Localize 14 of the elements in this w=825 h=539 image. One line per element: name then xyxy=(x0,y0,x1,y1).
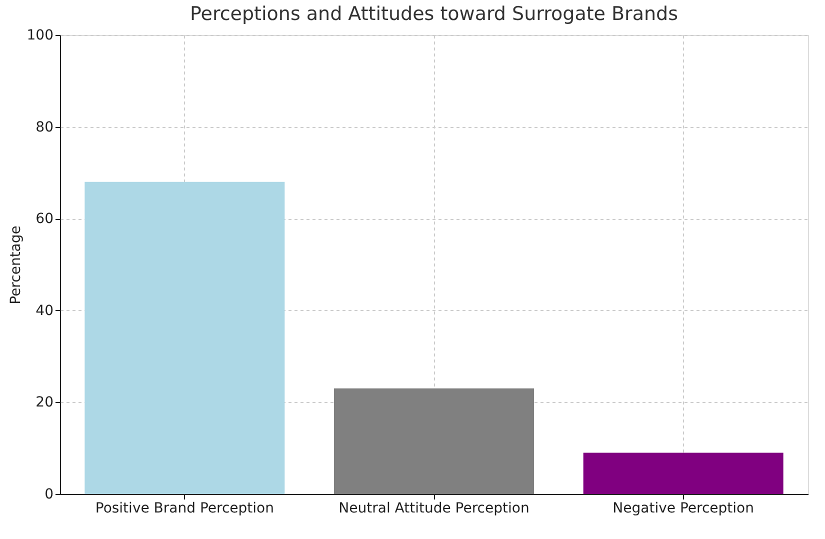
y-tick-label: 60 xyxy=(36,211,54,228)
y-tick-label: 0 xyxy=(44,486,54,502)
x-tick-label: Negative Perception xyxy=(612,500,754,516)
x-tick-label: Neutral Attitude Perception xyxy=(338,500,530,516)
chart-title: Perceptions and Attitudes toward Surrogate Brands xyxy=(190,3,678,25)
bar xyxy=(334,388,534,494)
y-tick-label: 20 xyxy=(36,394,54,411)
y-tick-label: 100 xyxy=(26,28,54,44)
y-tick-label: 40 xyxy=(36,302,54,319)
x-tick-label: Positive Brand Perception xyxy=(95,500,274,516)
bar xyxy=(583,452,784,494)
y-axis-title: Percentage xyxy=(8,226,24,304)
bar xyxy=(84,182,285,494)
y-tick-label: 80 xyxy=(36,119,54,136)
